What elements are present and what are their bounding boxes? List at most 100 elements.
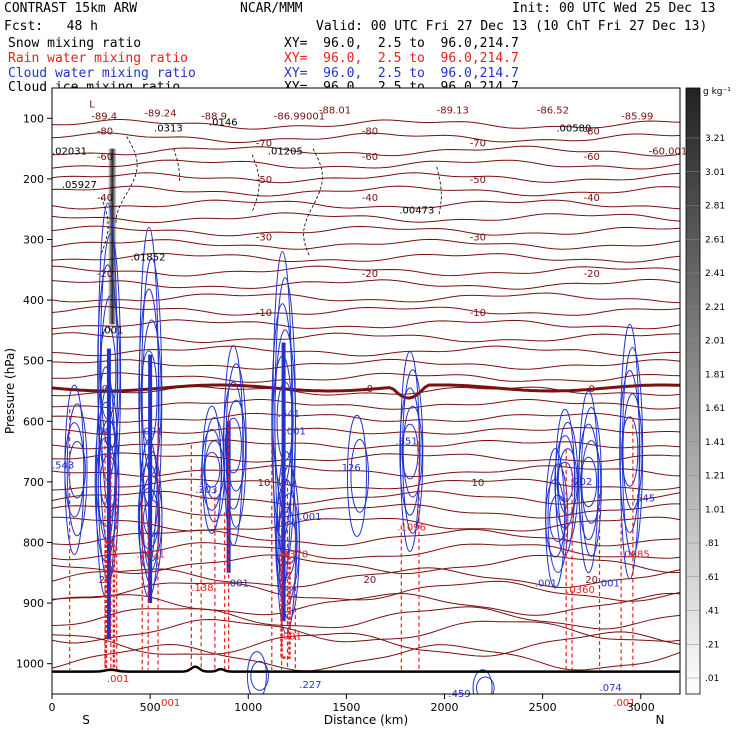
cloud-water-contour xyxy=(278,493,300,592)
axes: 0 500 1000 1500 2000 2500 30001002003004005006… xyxy=(3,87,681,727)
colorbar-tick-label: 2.61 xyxy=(705,235,725,245)
contour-value-label: .0085 xyxy=(621,550,650,561)
cloud-ice-contour xyxy=(251,154,260,213)
cloud-water-contour xyxy=(222,381,244,510)
colorbar-tick-label: 2.01 xyxy=(705,337,725,347)
colorbar-tick-label: .01 xyxy=(705,674,719,684)
contour-value-label: .05927 xyxy=(62,180,97,191)
contour-value-label: .0360 xyxy=(566,585,595,596)
temperature-label: -50 xyxy=(470,175,486,186)
north-end-label: N xyxy=(656,713,665,727)
cloud-ice-contour xyxy=(436,166,442,216)
contour-value-label: .001 xyxy=(535,579,557,590)
contour-value-label: L xyxy=(89,99,95,110)
colorbar-tick-label: 1.81 xyxy=(705,370,725,380)
temperature-label: 0 xyxy=(589,384,595,395)
temperature-label: 0 xyxy=(367,384,373,395)
cloud-water-contour xyxy=(226,399,247,492)
temperature-contour xyxy=(52,145,680,157)
colorbar-tick-label: 2.21 xyxy=(705,303,725,313)
cloud-water-contour xyxy=(621,347,644,557)
temperature-label: -80 xyxy=(362,126,378,137)
temperature-label: -10 xyxy=(470,308,486,319)
contour-value-label: .001 xyxy=(107,674,129,685)
cloud-water-core xyxy=(106,348,111,640)
forecast-hour: Fcst: 48 h xyxy=(4,19,98,34)
colorbar-tick-label: 1.01 xyxy=(705,505,725,515)
temperature-label: -80 xyxy=(97,126,113,137)
colorbar-scale xyxy=(685,87,701,695)
temperature-contour xyxy=(52,185,680,197)
temperature-contour xyxy=(52,412,680,423)
cloud-water-contour xyxy=(64,422,85,518)
contour-value-label: .0313 xyxy=(154,124,183,135)
temperature-contour xyxy=(52,426,680,436)
contour-value-label: .459 xyxy=(448,689,470,700)
cloud-water-contour xyxy=(619,323,640,580)
cloud-water-contour xyxy=(557,421,579,542)
temperature-label: -20 xyxy=(584,269,600,280)
temperature-contour xyxy=(52,580,680,602)
temperature-contour xyxy=(52,606,680,630)
contour-value-label: .02031 xyxy=(52,147,87,158)
legend-rain-xy: XY= 96.0, 2.5 to 96.0,214.7 xyxy=(284,51,519,66)
colorbar-tick-label: 2.81 xyxy=(705,202,725,212)
temperature-contour xyxy=(52,238,680,250)
temperature-label: -70 xyxy=(256,139,272,150)
contour-value-label: .001 xyxy=(140,427,162,438)
contour-value-label: .001 xyxy=(101,325,123,336)
cloud-water-contour xyxy=(350,438,370,513)
institution: NCAR/MMM xyxy=(240,1,303,16)
colorbar-tick-label: .81 xyxy=(705,539,719,549)
temperature-contour xyxy=(52,319,680,330)
contour-value-label: .0146 xyxy=(209,118,238,129)
legend-snow-label: Snow mixing ratio xyxy=(8,36,142,51)
contour-value-label: .651 xyxy=(395,436,417,447)
cloud-water-core xyxy=(281,342,286,622)
cloud-water-contour xyxy=(579,456,598,508)
contour-annotations: L -89.4 -89.24 -88.9 -86.99001-88.01 -89.13 -8… xyxy=(52,99,687,709)
terrain-surface xyxy=(52,665,680,673)
y-tick-label: 300 xyxy=(23,234,44,247)
contour-value-label: .074 xyxy=(600,683,622,694)
contour-value-label: .001 xyxy=(280,631,302,642)
contour-value-label: .1370 xyxy=(280,550,309,561)
cloud-water-contour xyxy=(476,676,495,694)
contour-value-label: .138 xyxy=(191,583,213,594)
temperature-label: -20 xyxy=(362,269,378,280)
contour-value-label: -60.001 xyxy=(649,147,688,158)
cloud-water-contour xyxy=(95,437,116,527)
temperature-contour xyxy=(52,119,680,130)
cloud-water-contour xyxy=(246,651,267,694)
cloud-water-contour xyxy=(402,369,424,534)
temperature-contour xyxy=(52,172,680,184)
valid-time: Valid: 00 UTC Fri 27 Dec 13 (10 ChT Fri … xyxy=(316,19,708,34)
y-tick-label: 100 xyxy=(23,112,44,125)
colorbar-tick-label: 1.21 xyxy=(705,472,725,482)
colorbar-tick-label: 3.01 xyxy=(705,168,725,178)
south-end-label: S xyxy=(82,713,90,727)
colorbar-tick-label: 2.41 xyxy=(705,269,725,279)
cloud-water-contour xyxy=(580,407,602,557)
contour-value-label: .01852 xyxy=(131,253,166,264)
cloud-water-core xyxy=(148,354,153,604)
legend-cloudwater-xy: XY= 96.0, 2.5 to 96.0,214.7 xyxy=(284,66,519,81)
contour-value-label: .702 xyxy=(570,477,592,488)
contour-value-label: -89.13 xyxy=(437,105,469,116)
cloud-water-contour xyxy=(401,423,419,480)
contour-value-label: .2621 xyxy=(136,550,165,561)
contour-value-label: .126 xyxy=(339,463,361,474)
colorbar-tick-label: 1.61 xyxy=(705,404,725,414)
model-title: CONTRAST 15km ARW xyxy=(4,1,138,16)
legend-cloudwater-label: Cloud water mixing ratio xyxy=(8,66,196,81)
cloud-water-contour xyxy=(577,423,600,541)
temperature-contour xyxy=(52,252,680,263)
temperature-contour xyxy=(52,643,680,672)
temperature-contour xyxy=(52,199,680,210)
colorbar-tick-label: .21 xyxy=(705,640,719,650)
cloud-water-contour xyxy=(619,370,641,534)
legend-snow-xy: XY= 96.0, 2.5 to 96.0,214.7 xyxy=(284,36,519,51)
y-tick-label: 600 xyxy=(23,415,44,428)
x-axis-label: Distance (km) xyxy=(324,713,408,727)
cloud-water-contour xyxy=(346,414,367,537)
